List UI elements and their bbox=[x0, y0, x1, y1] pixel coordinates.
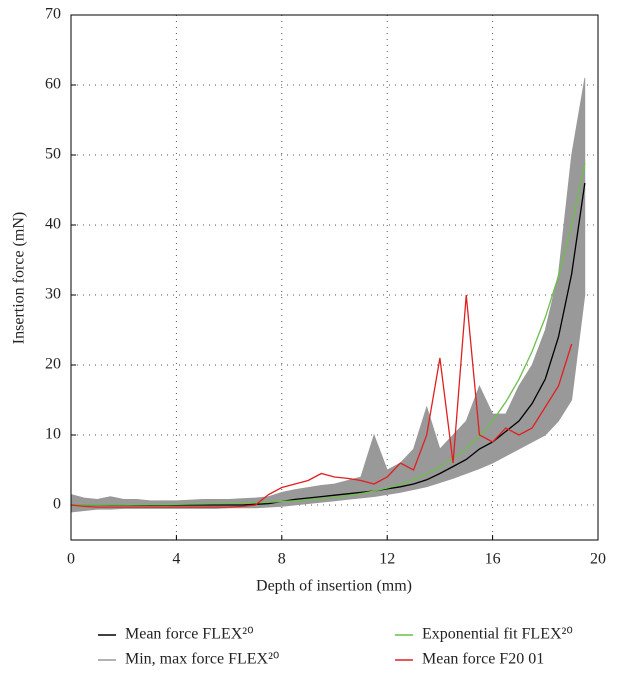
y-tick-label: 20 bbox=[45, 356, 61, 373]
legend-label: Exponential fit FLEX²⁰ bbox=[422, 626, 573, 643]
x-tick-label: 4 bbox=[172, 551, 180, 568]
x-tick-label: 16 bbox=[485, 551, 501, 568]
y-tick-label: 40 bbox=[45, 216, 61, 233]
plot-frame bbox=[70, 14, 599, 541]
legend-label: Mean force FLEX²⁰ bbox=[125, 626, 254, 643]
x-axis-label: Depth of insertion (mm) bbox=[256, 578, 412, 595]
legend-label: Mean force F20 01 bbox=[422, 651, 544, 668]
series-line bbox=[70, 294, 573, 508]
min-max-band bbox=[70, 77, 586, 513]
y-tick-label: 10 bbox=[45, 426, 61, 443]
y-tick-label: 50 bbox=[45, 146, 61, 163]
y-tick-label: 30 bbox=[45, 286, 61, 303]
y-tick-label: 0 bbox=[53, 496, 61, 513]
series-line bbox=[71, 182, 586, 506]
series-line bbox=[71, 163, 586, 506]
y-tick-label: 60 bbox=[45, 76, 61, 93]
x-tick-label: 8 bbox=[278, 551, 286, 568]
x-tick-label: 20 bbox=[590, 551, 606, 568]
x-tick-label: 0 bbox=[67, 551, 75, 568]
x-tick-label: 12 bbox=[379, 551, 395, 568]
y-axis-label: Insertion force (mN) bbox=[11, 212, 28, 344]
y-tick-label: 70 bbox=[45, 6, 61, 23]
legend-label: Min, max force FLEX²⁰ bbox=[125, 651, 279, 668]
